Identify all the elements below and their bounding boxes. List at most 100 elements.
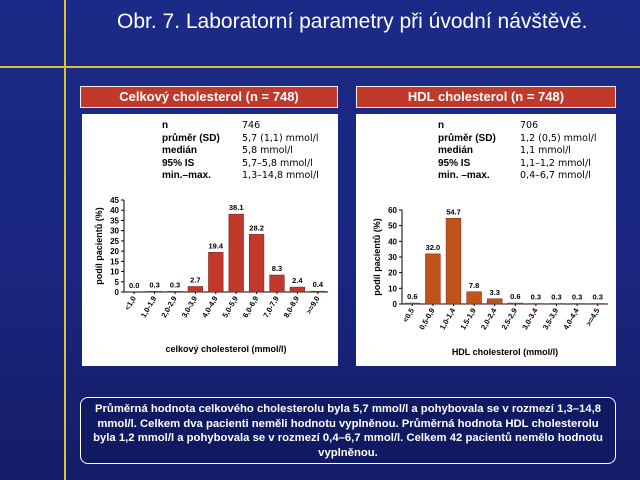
x-tick-label: 1,5-1,9 xyxy=(458,307,477,332)
x-tick-label: >=9,0 xyxy=(304,295,321,316)
stat-label: n xyxy=(438,120,445,131)
x-axis-label: HDL cholesterol (mmol/l) xyxy=(452,347,558,357)
data-label: 8.3 xyxy=(272,264,282,273)
x-tick-label: 8,0-8,9 xyxy=(282,295,301,320)
y-axis-label: podíl pacientů (%) xyxy=(94,207,104,285)
stat-value: 1,1 mmol/l xyxy=(520,145,571,156)
y-tick-label: 45 xyxy=(110,196,119,205)
data-label: 0.3 xyxy=(170,280,180,289)
y-tick-label: 0 xyxy=(115,288,120,297)
x-tick-label: 3,0-3,9 xyxy=(180,295,199,320)
stat-label: 95% IS xyxy=(162,157,195,169)
bar xyxy=(445,218,462,305)
y-tick-label: 20 xyxy=(388,269,397,278)
x-tick-label: 5,0-5,9 xyxy=(220,295,239,320)
stats-block-total-cholesterol: n 746 průměr (SD) 5,7 (1,1) mmol/l mediá… xyxy=(162,120,332,184)
x-tick-label: 2,5-2,9 xyxy=(500,307,519,332)
x-tick-label: 1,0-1,4 xyxy=(438,306,458,331)
bar xyxy=(310,290,326,293)
chart-hdl-cholesterol: n 706 průměr (SD) 1,2 (0,5) mmol/l mediá… xyxy=(356,114,616,366)
x-tick-label: 2,0-2,9 xyxy=(159,295,178,320)
chart-header-total-cholesterol: Celkový cholesterol (n = 748) xyxy=(80,86,338,108)
data-label: 0.0 xyxy=(129,281,139,290)
stat-label: min.–max. xyxy=(162,170,211,181)
stat-value: 706 xyxy=(520,120,539,131)
y-tick-label: 35 xyxy=(110,216,119,225)
slide-title: Obr. 7. Laboratorní parametry při úvodní… xyxy=(117,10,588,33)
data-label: 28.2 xyxy=(249,223,264,232)
y-tick-label: 20 xyxy=(110,247,119,256)
y-tick-label: 15 xyxy=(110,257,119,266)
chart-total-cholesterol: n 746 průměr (SD) 5,7 (1,1) mmol/l mediá… xyxy=(82,114,338,366)
bar xyxy=(507,302,523,305)
bar xyxy=(147,291,163,293)
bar xyxy=(404,302,420,305)
bar-chart-hdl-cholesterol: 0 10 20 30 40 50 60 podíl pacientů (%) 0.6 <0,5 32… xyxy=(372,206,608,357)
stat-value: 5,7–5,8 mmol/l xyxy=(242,157,313,169)
data-label: 3.3 xyxy=(489,288,499,297)
data-label: 0.3 xyxy=(149,280,159,289)
stat-value: 746 xyxy=(242,120,261,131)
data-label: 0.4 xyxy=(313,280,324,289)
x-tick-label: 4,0-4,4 xyxy=(561,306,581,331)
x-tick-label: 3,5-3,9 xyxy=(541,307,560,332)
data-label: 19.4 xyxy=(208,241,223,250)
bar xyxy=(425,253,441,305)
data-label: 0.3 xyxy=(592,293,602,302)
decorative-horizontal-line xyxy=(0,66,640,68)
x-tick-label: 0,5-0,9 xyxy=(417,307,436,332)
data-label: 54.7 xyxy=(446,207,461,216)
data-label: 32.0 xyxy=(426,243,441,252)
bar xyxy=(167,291,183,293)
x-tick-label: <0,5 xyxy=(401,307,416,324)
x-tick-label: 3,0-3,4 xyxy=(520,306,540,331)
stat-label: medián xyxy=(162,145,198,156)
x-tick-label: 6,0-6,9 xyxy=(241,295,260,320)
x-tick-label: >=4,5 xyxy=(584,307,601,328)
bar xyxy=(269,274,285,293)
stat-label: min. –max. xyxy=(438,170,490,181)
y-tick-label: 40 xyxy=(388,237,397,246)
stat-label: medián xyxy=(438,145,474,156)
y-tick-label: 30 xyxy=(388,253,397,262)
stat-value: 0,4–6,7 mmol/l xyxy=(520,170,591,181)
bar xyxy=(289,286,305,293)
y-tick-label: 10 xyxy=(388,284,397,293)
bar xyxy=(187,286,203,293)
x-tick-label: 7,0-7,9 xyxy=(261,295,280,320)
x-tick-label: 4,0-4,9 xyxy=(200,295,219,320)
stat-label: průměr (SD) xyxy=(438,132,496,144)
y-tick-label: 5 xyxy=(115,278,120,287)
y-tick-label: 25 xyxy=(110,237,119,246)
y-axis-label: podíl pacientů (%) xyxy=(372,218,382,296)
bar xyxy=(208,252,224,293)
decorative-vertical-line xyxy=(64,0,66,480)
stat-value: 1,1–1,2 mmol/l xyxy=(520,157,591,169)
data-label: 38.1 xyxy=(229,203,244,212)
stat-label: průměr (SD) xyxy=(162,132,220,144)
stat-value: 5,8 mmol/l xyxy=(242,145,293,156)
x-tick-label: 1,0-1,9 xyxy=(139,295,158,320)
data-label: 7.8 xyxy=(469,281,479,290)
data-label: 0.6 xyxy=(510,292,520,301)
y-tick-label: 10 xyxy=(110,268,119,277)
y-tick-label: 60 xyxy=(388,206,397,215)
chart-header-hdl-cholesterol: HDL cholesterol (n = 748) xyxy=(356,86,616,108)
data-label: 0.3 xyxy=(531,293,541,302)
x-tick-label: 2,0-2,4 xyxy=(479,306,499,331)
stat-label: n xyxy=(162,120,169,131)
summary-caption: Průměrná hodnota celkového cholesterolu … xyxy=(80,397,616,464)
data-label: 2.7 xyxy=(190,275,200,284)
stats-block-hdl-cholesterol: n 706 průměr (SD) 1,2 (0,5) mmol/l mediá… xyxy=(438,120,613,184)
stat-value: 1,3–14,8 mmol/l xyxy=(242,170,319,181)
data-label: 0.6 xyxy=(407,292,417,301)
x-axis-label: celkový cholesterol (mmol/l) xyxy=(165,344,286,354)
y-tick-label: 50 xyxy=(388,222,397,231)
y-tick-label: 30 xyxy=(110,227,119,236)
data-label: 2.4 xyxy=(292,276,303,285)
bar xyxy=(487,298,503,305)
data-label: 0.3 xyxy=(572,293,582,302)
stat-value: 1,2 (0,5) mmol/l xyxy=(520,132,597,144)
data-label: 0.3 xyxy=(551,293,561,302)
